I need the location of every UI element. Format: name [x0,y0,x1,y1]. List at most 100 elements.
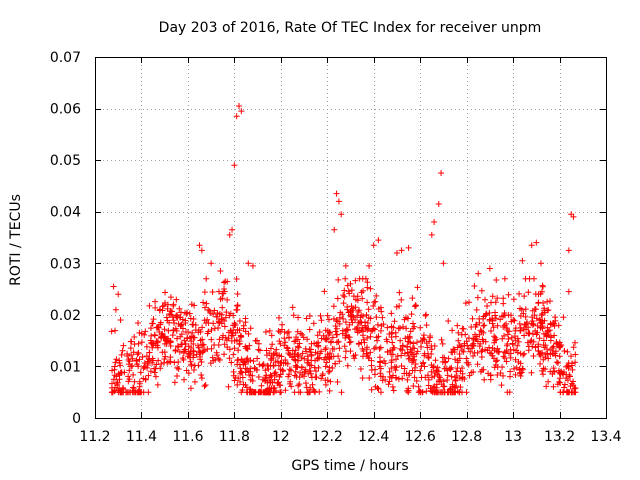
data-point [377,370,384,377]
data-point [147,368,154,375]
data-point [539,310,546,317]
data-point [507,373,514,380]
data-point [413,378,420,385]
data-point [163,340,170,347]
data-point [245,260,252,267]
data-point [120,342,127,349]
data-point [481,376,488,383]
data-point [498,382,505,389]
data-point [557,343,564,350]
data-point [110,283,117,290]
data-point [237,334,244,341]
data-point [450,346,457,353]
data-point [556,369,563,376]
data-point [388,374,395,381]
data-point [313,368,320,375]
data-point [563,371,570,378]
data-point [134,389,141,396]
data-point [143,353,150,360]
data-point [479,366,486,373]
data-point [198,358,205,365]
data-point [322,363,329,370]
data-point [526,275,533,282]
data-point [359,345,366,352]
data-point [388,365,395,372]
data-point [364,279,371,286]
data-point [377,365,384,372]
data-point [488,350,495,357]
data-point [505,336,512,343]
data-point [294,328,301,335]
data-point [179,316,186,323]
data-point [572,351,579,358]
data-point [173,296,180,303]
data-point [302,366,309,373]
data-point [270,362,277,369]
data-point [473,333,480,340]
data-point [177,333,184,340]
data-point [411,364,418,371]
data-point [228,359,235,366]
data-point [331,226,338,233]
data-point [389,351,396,358]
data-point [520,325,527,332]
data-point [238,389,245,396]
data-point [367,285,374,292]
data-point [175,365,182,372]
data-point [549,344,556,351]
data-point [489,293,496,300]
data-point [474,361,481,368]
data-point [380,373,387,380]
data-point [565,247,572,254]
data-point [238,356,245,363]
data-point [284,360,291,367]
data-points [108,102,579,396]
data-point [135,349,142,356]
data-point [430,363,437,370]
data-point [347,313,354,320]
data-point [529,318,536,325]
data-point [136,383,143,390]
data-point [561,381,568,388]
data-point [547,333,554,340]
data-point [222,314,229,321]
data-point [486,309,493,316]
data-point [283,344,290,351]
data-point [208,260,215,267]
data-point [173,314,180,321]
data-point [223,309,230,316]
x-tick-label: 13 [504,429,522,445]
data-point [377,344,384,351]
data-point [225,329,232,336]
data-point [282,339,289,346]
data-point [256,347,263,354]
data-point [514,342,521,349]
data-point [382,360,389,367]
data-point [192,322,199,329]
data-point [554,340,561,347]
data-point [348,303,355,310]
data-point [545,328,552,335]
data-point [138,330,145,337]
y-tick-label: 0 [72,411,81,427]
data-point [377,327,384,334]
data-point [516,366,523,373]
data-point [338,211,345,218]
data-point [191,378,198,385]
data-point [307,349,314,356]
data-point [140,365,147,372]
data-point [389,383,396,390]
data-point [398,352,405,359]
data-point [556,353,563,360]
data-point [481,296,488,303]
data-point [170,302,177,309]
data-point [298,355,305,362]
data-point [174,364,181,371]
data-point [208,326,215,333]
data-point [229,226,236,233]
data-point [408,311,415,318]
data-point [389,339,396,346]
data-point [342,262,349,269]
data-point [203,300,210,307]
data-point [458,331,465,338]
